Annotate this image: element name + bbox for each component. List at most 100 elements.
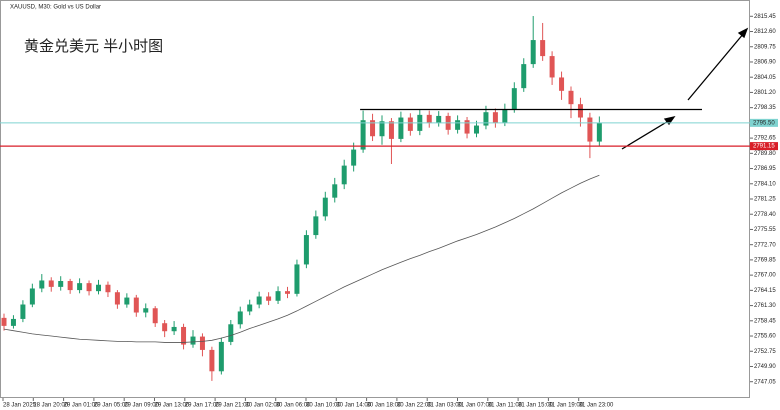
candle-body: [228, 324, 234, 342]
candle-body: [190, 336, 196, 345]
candle-body: [426, 114, 432, 123]
y-tick-label: 2784.10: [754, 181, 776, 187]
arrow-line: [621, 119, 671, 150]
x-tick-label: 28 Jan 20:00: [33, 403, 68, 409]
candle-body: [48, 280, 54, 287]
candle-body: [398, 117, 404, 139]
arrow-head: [737, 27, 749, 39]
current-label: 2795.50: [753, 120, 775, 126]
x-tick-label: 30 Jan 14:00: [336, 403, 371, 409]
current-tag: [750, 118, 778, 127]
x-tick-label: 30 Jan 02:00: [245, 403, 280, 409]
y-tick-label: 2789.80: [754, 151, 776, 157]
moving-average: [3, 174, 600, 343]
x-tick-label: 30 Jan 22:00: [397, 403, 432, 409]
y-tick-label: 2806.90: [754, 60, 776, 66]
candle-body: [237, 311, 243, 325]
candle-body: [275, 291, 281, 301]
y-tick-label: 2804.05: [754, 75, 776, 81]
candle-body: [77, 283, 83, 291]
candle-body: [511, 88, 517, 110]
candle-body: [218, 341, 224, 372]
y-tick-label: 2752.75: [754, 349, 776, 355]
y-tick-label: 2812.60: [754, 29, 776, 35]
candle-body: [143, 308, 149, 313]
y-tick-label: 2747.05: [754, 379, 776, 385]
candle-body: [464, 120, 470, 134]
arrow-line: [687, 32, 745, 101]
y-tick-label: 2749.90: [754, 364, 776, 370]
annotation: 黄金兑美元 半小时图: [24, 38, 163, 55]
x-tick-label: 30 Jan 10:00: [306, 403, 341, 409]
candle-body: [86, 283, 92, 292]
x-tick-label: 30 Jan 06:00: [276, 403, 311, 409]
candle-body: [360, 120, 366, 150]
x-tick-label: 29 Jan 05:00: [94, 403, 129, 409]
candle-body: [483, 112, 489, 126]
candle-body: [577, 104, 583, 118]
candle-body: [502, 109, 508, 123]
candle-body: [436, 115, 442, 123]
chart-title: XAUUSD, M30: Gold vs US Dollar: [10, 5, 101, 11]
x-tick-label: 31 Jan 11:00: [488, 403, 523, 409]
candle-body: [587, 117, 593, 142]
x-tick-label: 30 Jan 18:00: [367, 403, 402, 409]
x-tick-label: 31 Jan 03:00: [427, 403, 462, 409]
candle-body: [370, 120, 376, 137]
candle-body: [455, 120, 461, 130]
candle-body: [181, 326, 187, 345]
y-tick-label: 2772.70: [754, 242, 776, 248]
candle-body: [162, 323, 168, 332]
candle-body: [124, 297, 130, 305]
y-tick-label: 2761.30: [754, 303, 776, 309]
x-tick-label: 31 Jan 19:00: [548, 403, 583, 409]
y-tick-label: 2767.00: [754, 273, 776, 279]
candle-body: [492, 112, 498, 123]
candle-body: [20, 304, 26, 319]
candle-body: [521, 64, 527, 89]
y-tick-label: 2769.85: [754, 257, 776, 263]
y-tick-label: 2755.60: [754, 334, 776, 340]
x-tick-label: 29 Jan 13:00: [155, 403, 190, 409]
plot-frame: [0, 0, 750, 398]
x-tick-label: 28 Jan 2025: [3, 403, 37, 409]
candle-body: [285, 291, 290, 294]
candle-body: [379, 121, 385, 137]
y-tick-label: 2798.35: [754, 105, 776, 111]
candle-body: [29, 288, 35, 305]
candle-body: [294, 264, 300, 294]
x-tick-label: 29 Jan 09:00: [124, 403, 159, 409]
candle-body: [39, 280, 45, 289]
y-tick-label: 2786.95: [754, 166, 776, 172]
y-tick-label: 2809.75: [754, 44, 776, 50]
candle-body: [256, 296, 262, 305]
candle-body: [303, 235, 309, 265]
candle-body: [351, 149, 357, 166]
candle-body: [58, 281, 64, 287]
x-tick-label: 29 Jan 01:00: [64, 403, 99, 409]
candle-body: [247, 304, 253, 312]
candle-body: [199, 336, 205, 350]
y-tick-label: 2758.45: [754, 318, 776, 324]
y-tick-label: 2792.65: [754, 136, 776, 142]
y-tick-label: 2764.15: [754, 288, 776, 294]
support-label: 2791.15: [753, 144, 775, 150]
x-tick-label: 31 Jan 15:00: [518, 403, 553, 409]
candle-body: [549, 56, 555, 78]
y-tick-label: 2781.25: [754, 197, 776, 203]
candle-body: [1, 317, 7, 326]
candle-body: [114, 292, 120, 305]
candle-body: [10, 318, 16, 326]
candle-body: [474, 125, 479, 134]
candle-body: [559, 77, 565, 91]
y-tick-label: 2775.55: [754, 227, 776, 233]
arrows: [621, 27, 749, 150]
candle-body: [152, 308, 158, 324]
candle-body: [171, 326, 177, 332]
candle-body: [332, 184, 338, 198]
candle-body: [67, 281, 73, 291]
candle-body: [105, 284, 111, 293]
x-tick-label: 29 Jan 17:00: [185, 403, 220, 409]
